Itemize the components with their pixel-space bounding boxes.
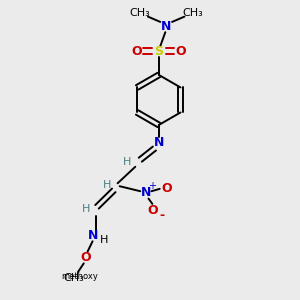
Text: H: H [123,157,131,167]
Text: N: N [140,186,151,199]
Text: N: N [161,20,171,33]
Text: CH₃: CH₃ [129,8,150,18]
Text: N: N [154,136,164,149]
Text: S: S [154,45,163,58]
Text: O: O [148,204,158,217]
Text: H: H [103,180,111,190]
Text: H: H [100,235,109,245]
Text: O: O [80,251,91,264]
Text: +: + [148,181,156,191]
Text: N: N [87,229,98,242]
Text: O: O [131,45,142,58]
Text: CH₃: CH₃ [63,273,84,283]
Text: CH₃: CH₃ [182,8,203,18]
Text: O: O [161,182,172,195]
Text: methoxy: methoxy [61,272,98,280]
Text: H: H [82,204,90,214]
Text: -: - [159,209,164,222]
Text: O: O [176,45,186,58]
